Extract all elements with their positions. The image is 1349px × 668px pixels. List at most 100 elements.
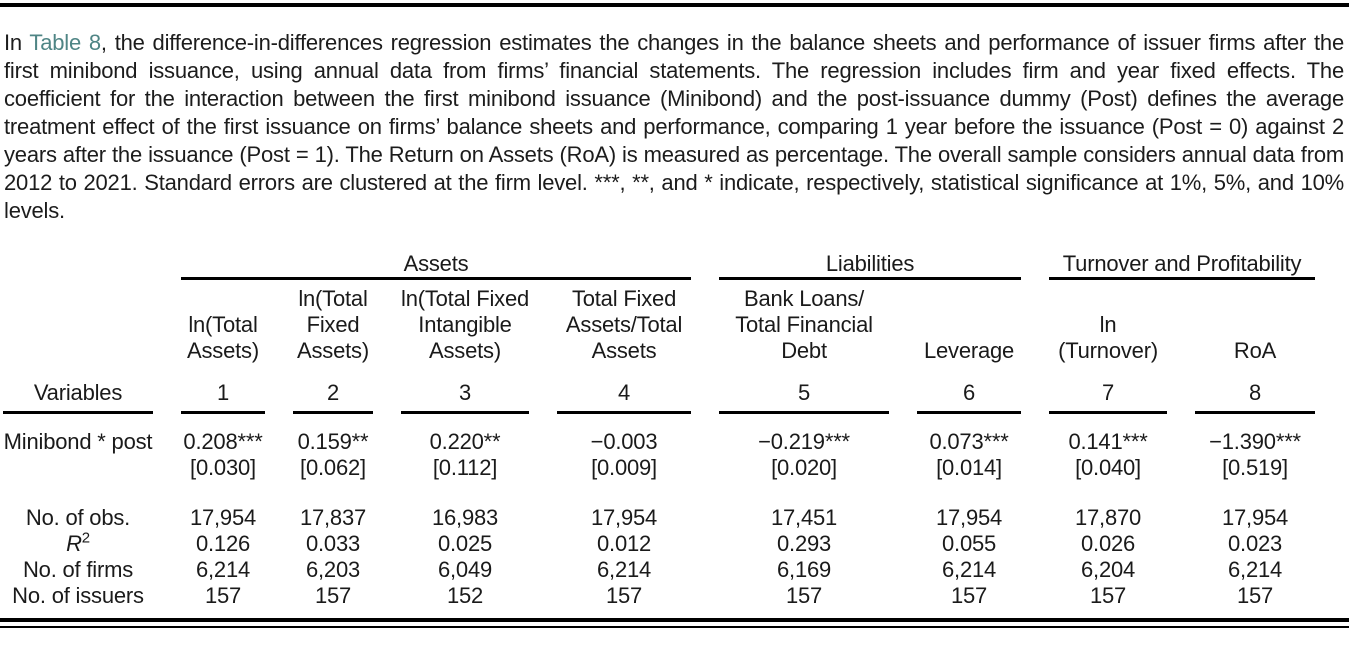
column-header-line: Assets) — [297, 338, 369, 363]
stat-value-cell: 6,214 — [195, 557, 251, 582]
column-header-4: Total Fixed Assets/Total Assets — [557, 280, 691, 370]
column-header-2: ln(Total Fixed Assets) — [293, 280, 373, 370]
column-number-row: Variables 1 2 3 4 5 6 7 8 — [3, 370, 1316, 414]
coefficient-cell: −0.003 [0.009] — [557, 414, 691, 481]
column-header-line: (Turnover) — [1058, 338, 1158, 363]
column-header-line: Assets) — [187, 338, 259, 363]
column-header-8: RoA — [1195, 280, 1315, 370]
std-error-value: [0.040] — [1075, 455, 1141, 480]
top-rule — [0, 3, 1349, 7]
std-error-value: [0.062] — [300, 455, 366, 480]
coefficient-value: −1.390*** — [1209, 429, 1301, 454]
column-header-5: Bank Loans/ Total Financial Debt — [719, 280, 889, 370]
column-number-1: 1 — [181, 370, 265, 414]
regression-table: Assets Liabilities Turnover and Profitab… — [0, 251, 1343, 609]
r-squared-symbol: R — [66, 531, 82, 556]
column-number-5: 5 — [719, 370, 890, 414]
coefficient-cell: −1.390*** [0.519] — [1195, 414, 1315, 481]
r-squared-exponent: 2 — [81, 529, 90, 547]
table-note-paragraph: In Table 8, the difference-in-difference… — [4, 29, 1344, 225]
std-error-value: [0.112] — [432, 455, 498, 480]
stat-value-cell: 0.025 — [437, 531, 493, 556]
coefficient-cell: 0.073*** [0.014] — [917, 414, 1021, 481]
stat-row-issuers: No. of issuers 157 157 152 157 157 157 1… — [3, 583, 1315, 609]
column-header-line: Debt — [781, 338, 827, 363]
column-header-6: Leverage — [917, 280, 1021, 370]
column-number-6: 6 — [917, 370, 1022, 414]
column-number-4: 4 — [557, 370, 692, 414]
stat-value-cell: 0.012 — [597, 531, 652, 556]
table-bottom-rule — [0, 618, 1349, 628]
column-header-line: Bank Loans/ — [743, 286, 865, 311]
column-header-3: ln(Total Fixed Intangible Assets) — [401, 280, 529, 370]
column-header-line: Intangible — [418, 312, 512, 337]
column-number-7: 7 — [1049, 370, 1168, 414]
table-8-link[interactable]: Table 8 — [29, 30, 101, 55]
group-header-row: Assets Liabilities Turnover and Profitab… — [3, 251, 1316, 280]
group-header-assets: Assets — [181, 251, 692, 280]
coefficient-value: 0.073*** — [929, 429, 1009, 454]
column-header-row: ln(Total Assets) ln(Total Fixed Assets) … — [3, 280, 1315, 370]
stat-value-cell: 0.033 — [305, 531, 361, 556]
row-label-obs: No. of obs. — [25, 505, 131, 530]
column-header-line: ln(Total — [188, 312, 258, 337]
bottom-rule-thin — [0, 626, 1349, 628]
coefficient-row: Minibond * post 0.208*** [0.030] 0.159**… — [3, 414, 1315, 481]
column-number-8: 8 — [1195, 370, 1316, 414]
coefficient-value: −0.219*** — [758, 429, 850, 454]
note-text-before-link: In — [4, 30, 30, 55]
std-error-value: [0.030] — [190, 455, 256, 480]
coefficient-cell: 0.159** [0.062] — [293, 414, 373, 481]
stat-value-cell: 0.293 — [777, 531, 832, 556]
stat-value-cell: 17,954 — [189, 505, 257, 530]
row-label-issuers: No. of issuers — [12, 583, 144, 608]
stat-value-cell: 6,203 — [305, 557, 361, 582]
stat-value-cell: 6,214 — [1228, 557, 1283, 582]
stat-value-cell: 0.055 — [942, 531, 997, 556]
coefficient-value: 0.141*** — [1068, 429, 1148, 454]
stat-value-cell: 17,837 — [299, 505, 367, 530]
column-number-2: 2 — [293, 370, 373, 414]
stat-value-cell: 6,214 — [942, 557, 997, 582]
coefficient-value: 0.159** — [297, 429, 369, 454]
group-header-turnover-profitability: Turnover and Profitability — [1049, 251, 1316, 280]
variables-header: Variables — [3, 370, 153, 414]
stat-value-cell: 157 — [204, 583, 242, 608]
column-header-7: ln (Turnover) — [1049, 280, 1167, 370]
column-header-line: ln(Total Fixed — [401, 286, 530, 311]
stat-value-cell: 0.026 — [1081, 531, 1136, 556]
stat-value-cell: 157 — [950, 583, 988, 608]
spacer-row — [3, 481, 1315, 505]
note-text-after-link: , the difference-in-differences regressi… — [4, 30, 1344, 223]
row-label-minibond-post: Minibond * post — [3, 429, 153, 454]
coefficient-cell: 0.141*** [0.040] — [1049, 414, 1167, 481]
stat-value-cell: 0.126 — [195, 531, 251, 556]
stat-value-cell: 17,954 — [590, 505, 658, 530]
stat-value-cell: 17,954 — [935, 505, 1003, 530]
coefficient-cell: 0.208*** [0.030] — [181, 414, 265, 481]
column-header-spacer — [3, 280, 153, 370]
stat-value-cell: 6,204 — [1081, 557, 1136, 582]
std-error-value: [0.519] — [1222, 455, 1288, 480]
stat-value-cell: 17,870 — [1074, 505, 1142, 530]
stat-value-cell: 17,451 — [770, 505, 838, 530]
stat-row-firms: No. of firms 6,214 6,203 6,049 6,214 6,1… — [3, 557, 1315, 583]
stat-row-rsquared: R2 0.126 0.033 0.025 0.012 0.293 0.055 0… — [3, 531, 1315, 557]
coefficient-value: 0.220** — [429, 429, 501, 454]
coefficient-cell: −0.219*** [0.020] — [719, 414, 889, 481]
stat-value-cell: 152 — [446, 583, 484, 608]
stat-value-cell: 16,983 — [431, 505, 499, 530]
column-header-line: ln(Total — [298, 286, 368, 311]
stat-value-cell: 6,169 — [777, 557, 832, 582]
coefficient-cell: 0.220** [0.112] — [401, 414, 529, 481]
column-header-line: Leverage — [923, 338, 1015, 363]
column-header-line: Fixed — [306, 312, 360, 337]
column-header-line: Assets/Total — [565, 312, 683, 337]
group-header-liabilities: Liabilities — [719, 251, 1022, 280]
stat-value-cell: 6,049 — [437, 557, 493, 582]
paper-page: In Table 8, the difference-in-difference… — [0, 3, 1349, 628]
column-header-1: ln(Total Assets) — [181, 280, 265, 370]
std-error-value: [0.014] — [936, 455, 1002, 480]
stat-value-cell: 6,214 — [597, 557, 652, 582]
stat-value-cell: 157 — [1089, 583, 1127, 608]
